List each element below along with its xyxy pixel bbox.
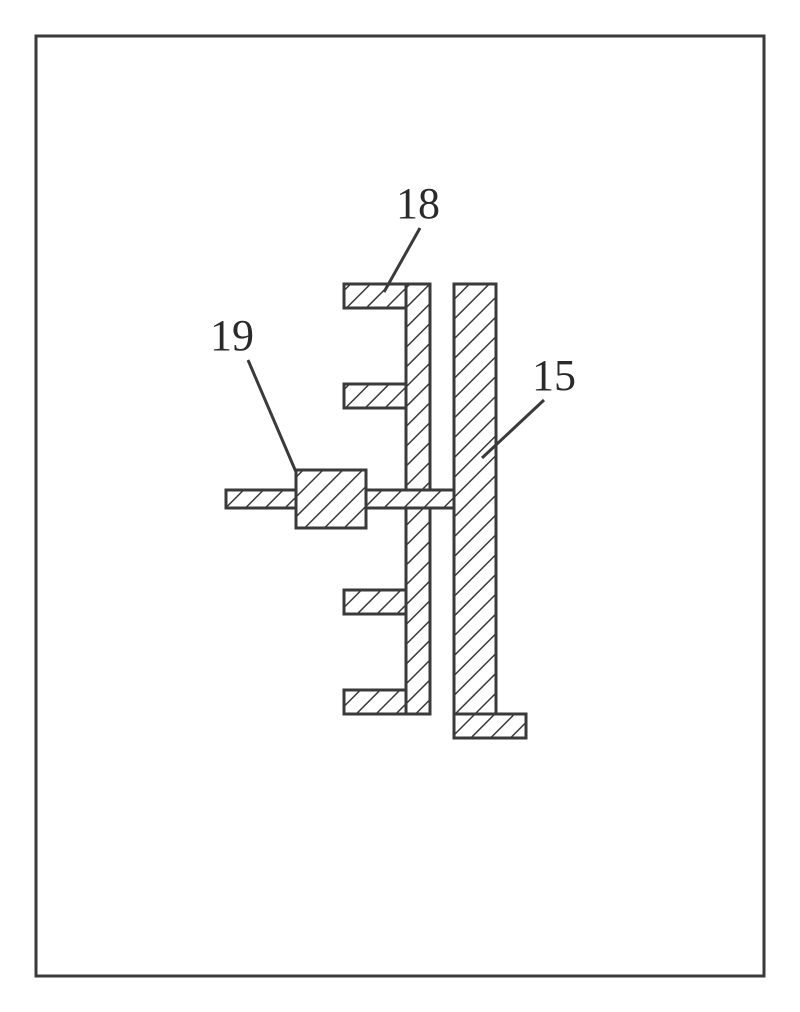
leader-18 bbox=[384, 228, 420, 292]
leader-19 bbox=[248, 360, 296, 472]
left-fin-3 bbox=[344, 590, 406, 614]
hub-block bbox=[296, 470, 366, 528]
label-15: 15 bbox=[532, 351, 576, 400]
label-19: 19 bbox=[210, 311, 254, 360]
left-fin-1 bbox=[344, 284, 406, 308]
shaft-left bbox=[226, 490, 296, 508]
left-fin-2 bbox=[344, 384, 406, 408]
shaft-right bbox=[366, 490, 454, 508]
left-fin-4 bbox=[344, 690, 406, 714]
right-plate bbox=[454, 284, 496, 714]
label-18: 18 bbox=[396, 179, 440, 228]
right-foot bbox=[454, 714, 526, 738]
